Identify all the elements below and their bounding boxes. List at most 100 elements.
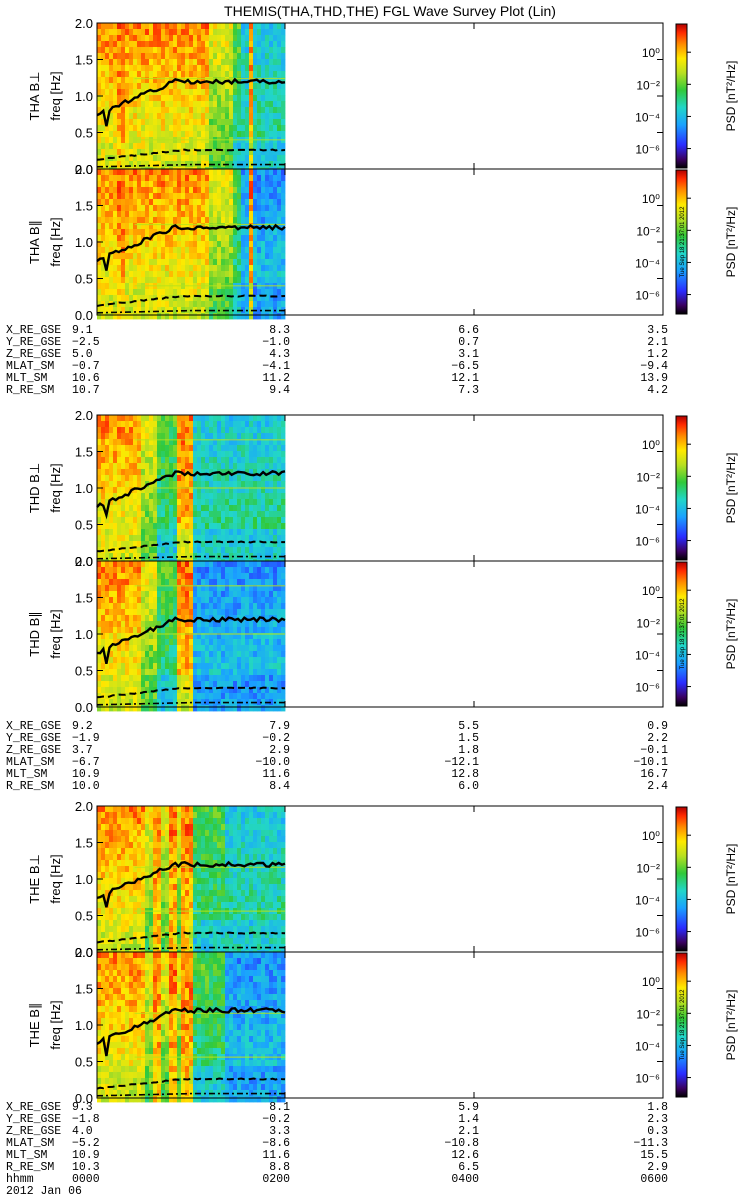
spectrogram-cell xyxy=(121,119,126,126)
spectrogram-cell xyxy=(109,872,114,879)
gyrofrequency-line xyxy=(96,77,286,127)
spectrogram-cell xyxy=(233,645,238,652)
spectrogram-cell xyxy=(181,451,186,458)
spectrogram-cell xyxy=(197,591,202,598)
spectrogram-cell xyxy=(185,65,190,72)
colorbar-tick-label: 10⁻² xyxy=(636,78,660,92)
spectrogram-cell xyxy=(257,125,262,132)
spectrogram-cell xyxy=(205,119,210,126)
spectrogram-cell xyxy=(177,277,182,284)
spectrogram-cell xyxy=(205,553,210,560)
spectrogram-cell xyxy=(125,107,130,114)
spectrogram-cell xyxy=(217,277,222,284)
spectrogram-cell xyxy=(105,818,110,825)
spectrogram-cell xyxy=(173,41,178,48)
spectrogram-cell xyxy=(269,591,274,598)
spectrogram-cell xyxy=(141,205,146,212)
spectrogram-cell xyxy=(101,681,106,688)
spectrogram-cell xyxy=(221,475,226,482)
spectrogram-cell xyxy=(173,59,178,66)
spectrogram-cell xyxy=(273,77,278,84)
spectrogram-cell xyxy=(249,639,254,646)
spectrogram-cell xyxy=(101,523,106,530)
spectrogram-cell xyxy=(265,205,270,212)
spectrogram-cell xyxy=(177,499,182,506)
spectrogram-cell xyxy=(213,523,218,530)
spectrogram-cell xyxy=(181,259,186,266)
spectrogram-cell xyxy=(233,29,238,36)
spectrogram-cell xyxy=(97,193,102,200)
spectrogram-cell xyxy=(141,83,146,90)
spectrogram-cell xyxy=(193,83,198,90)
spectrogram-cell xyxy=(141,277,146,284)
spectrogram-cell xyxy=(121,313,126,320)
spectrogram-cell xyxy=(109,529,114,536)
spectrogram-cell xyxy=(197,289,202,296)
spectrogram-cell xyxy=(269,41,274,48)
spectrogram-cell xyxy=(281,41,286,48)
spectrogram-cell xyxy=(261,41,266,48)
spectrogram-cell xyxy=(237,211,242,218)
spectrogram-cell xyxy=(249,561,254,568)
spectrogram-cell xyxy=(185,181,190,188)
spectrogram-cell xyxy=(277,83,282,90)
spectrogram-cell xyxy=(145,199,150,206)
spectrogram-cell xyxy=(97,137,102,144)
spectrogram-cell xyxy=(97,253,102,260)
spectrogram-cell xyxy=(277,149,282,156)
spectrogram-cell xyxy=(241,687,246,694)
spectrogram-cell xyxy=(173,313,178,320)
spectrogram-cell xyxy=(113,415,118,422)
spectrogram-cell xyxy=(169,169,174,176)
spectrogram-cell xyxy=(205,567,210,574)
spectrogram-cell xyxy=(205,71,210,78)
spectrogram-cell xyxy=(237,101,242,108)
spectrogram-cell xyxy=(209,547,214,554)
spectrogram-cell xyxy=(125,681,130,688)
spectrogram-cell xyxy=(261,47,266,54)
spectrogram-cell xyxy=(265,517,270,524)
spectrogram-cell xyxy=(249,573,254,580)
colorbar-label: PSD [nT²/Hz] xyxy=(724,207,738,278)
spectrogram-cell xyxy=(169,645,174,652)
spectrogram-cell xyxy=(181,119,186,126)
spectrogram-cell xyxy=(149,199,154,206)
spectrogram-cell xyxy=(269,277,274,284)
spectrogram-cell xyxy=(269,161,274,168)
spectrogram-cell xyxy=(149,597,154,604)
spectrogram-cell xyxy=(145,295,150,302)
spectrogram-cell xyxy=(157,511,162,518)
spectrogram-cell xyxy=(217,567,222,574)
spectrogram-cell xyxy=(273,23,278,30)
spectrogram-cell xyxy=(281,113,286,120)
spectrogram-cell xyxy=(113,603,118,610)
spectrogram-cell xyxy=(269,35,274,42)
spectrogram-cell xyxy=(265,505,270,512)
spectrogram-cell xyxy=(265,433,270,440)
spectrogram-cell xyxy=(117,149,122,156)
spectrogram-cell xyxy=(249,651,254,658)
spectrogram-cell xyxy=(161,421,166,428)
spectrogram-cell xyxy=(181,95,186,102)
spectrogram-cell xyxy=(105,313,110,320)
spectrogram-cell xyxy=(189,639,194,646)
spectrogram-cell xyxy=(129,107,134,114)
spectrogram-cell xyxy=(149,149,154,156)
spectrogram-cell xyxy=(181,535,186,542)
spectrogram-cell xyxy=(221,529,226,536)
spectrogram-cell xyxy=(165,463,170,470)
spectrogram-cell xyxy=(273,47,278,54)
spectrogram-cell xyxy=(161,271,166,278)
spectrogram-cell xyxy=(217,687,222,694)
spectrogram-cell xyxy=(213,621,218,628)
spectrogram-cell xyxy=(205,499,210,506)
spectrogram-cell xyxy=(225,705,230,712)
spectrogram-cell xyxy=(261,585,266,592)
spectrogram-cell xyxy=(113,487,118,494)
spectrogram-cell xyxy=(257,493,262,500)
spectrogram-cell xyxy=(185,505,190,512)
spectrogram-cell xyxy=(241,113,246,120)
spectrogram-cell xyxy=(129,523,134,530)
spectrogram-cell xyxy=(217,585,222,592)
spectrogram-cell xyxy=(141,609,146,616)
